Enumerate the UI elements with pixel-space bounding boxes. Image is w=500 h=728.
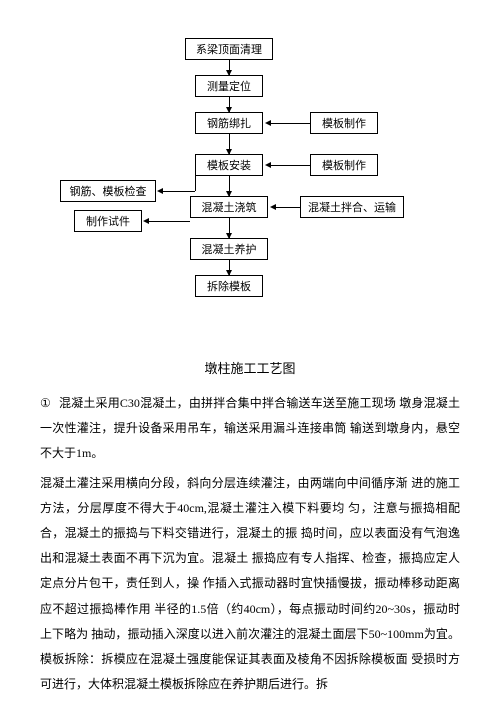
flow-node-n8: 制作试件: [74, 210, 142, 232]
flow-arrow-down-1: [226, 107, 232, 113]
flow-node-n4: 模板制作: [310, 112, 378, 134]
flow-hline-3: [162, 191, 195, 192]
flow-node-n2: 测量定位: [195, 75, 263, 97]
flow-hline-0: [270, 123, 310, 124]
document-body: ①混凝土采用C30混凝土，由拼拌合集中拌合输送车送至施工现场 墩身混凝土一次性灌…: [0, 391, 500, 697]
flow-arrow-down-5: [226, 270, 232, 276]
flow-hline-2: [275, 207, 300, 208]
flow-node-n5: 模板安装: [195, 154, 263, 176]
paragraph-2: 混凝土灌注采用横向分段，斜向分层连续灌注，由两端向中间循序渐 进的施工方法，分层…: [40, 471, 460, 698]
paragraph-1: ①混凝土采用C30混凝土，由拼拌合集中拌合输送车送至施工现场 墩身混凝土一次性灌…: [40, 391, 460, 467]
flow-arrow-down-0: [226, 70, 232, 76]
flow-vconn-0: [195, 176, 196, 191]
flow-arrow-left-2: [270, 204, 276, 210]
flow-node-n11: 混凝土养护: [190, 238, 268, 260]
flow-arrow-left-4: [143, 218, 149, 224]
flow-arrow-left-3: [157, 188, 163, 194]
flow-arrow-left-1: [265, 162, 271, 168]
flow-hline-1: [270, 165, 310, 166]
flow-node-n3: 钢筋绑扎: [195, 112, 263, 134]
flow-node-n10: 混凝土拌合、运输: [300, 196, 404, 218]
marker-1: ①: [40, 391, 51, 416]
flow-arrow-down-2: [226, 149, 232, 155]
flow-hline-4: [148, 221, 190, 222]
flow-node-n7: 钢筋、模板检查: [60, 180, 156, 202]
flow-arrow-down-3: [226, 191, 232, 197]
diagram-title: 墩柱施工工艺图: [0, 358, 500, 377]
flowchart-diagram: 系梁顶面清理测量定位钢筋绑扎模板制作模板安装模板制作钢筋、模板检查制作试件混凝土…: [0, 20, 500, 330]
flow-node-n12: 拆除模板: [195, 275, 263, 297]
paragraph-1-text: 混凝土采用C30混凝土，由拼拌合集中拌合输送车送至施工现场 墩身混凝土一次性灌注…: [40, 396, 460, 460]
flow-arrow-left-0: [265, 120, 271, 126]
flow-arrow-down-4: [226, 233, 232, 239]
flow-node-n1: 系梁顶面清理: [185, 38, 273, 60]
flow-node-n6: 模板制作: [310, 154, 378, 176]
flow-node-n9: 混凝土浇筑: [190, 196, 268, 218]
